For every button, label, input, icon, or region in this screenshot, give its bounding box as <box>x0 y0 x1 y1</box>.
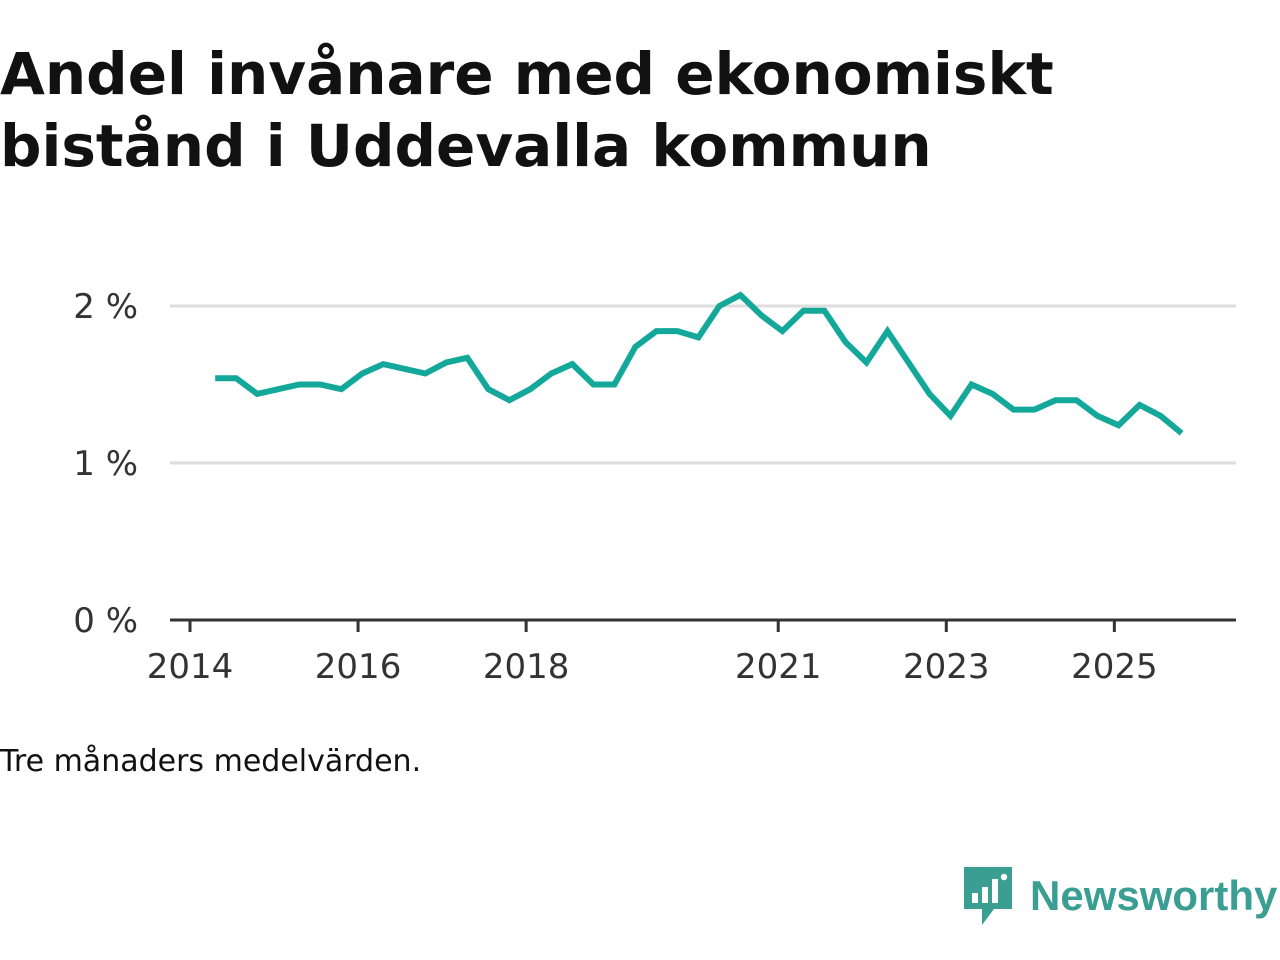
x-tick-label: 2023 <box>903 647 990 687</box>
newsworthy-logo-icon <box>964 867 1012 925</box>
line-chart: 0 % 1 % 2 % 2014 2016 2018 2021 2023 2025 <box>73 287 1236 687</box>
brand-logo: Newsworthy <box>962 864 1277 928</box>
x-tick-label: 2021 <box>735 647 822 687</box>
gridlines <box>170 304 1236 465</box>
x-tick-label: 2014 <box>147 647 234 687</box>
y-tick-label: 1 % <box>73 444 138 484</box>
series-line <box>215 291 1184 436</box>
x-tick-label: 2018 <box>483 647 570 687</box>
series-group <box>215 291 1184 436</box>
chart-title: Andel invånare med ekonomiskt bistånd i … <box>0 40 1054 180</box>
x-tick-label: 2025 <box>1071 647 1158 687</box>
x-axis: 2014 2016 2018 2021 2023 2025 <box>147 620 1158 687</box>
brand-name: Newsworthy <box>1030 872 1278 919</box>
y-tick-label: 0 % <box>73 601 138 641</box>
y-axis-labels: 0 % 1 % 2 % <box>73 287 138 641</box>
x-tick-label: 2016 <box>315 647 402 687</box>
chart-footnote: Tre månaders medelvärden. <box>0 744 422 779</box>
y-tick-label: 2 % <box>73 287 138 327</box>
